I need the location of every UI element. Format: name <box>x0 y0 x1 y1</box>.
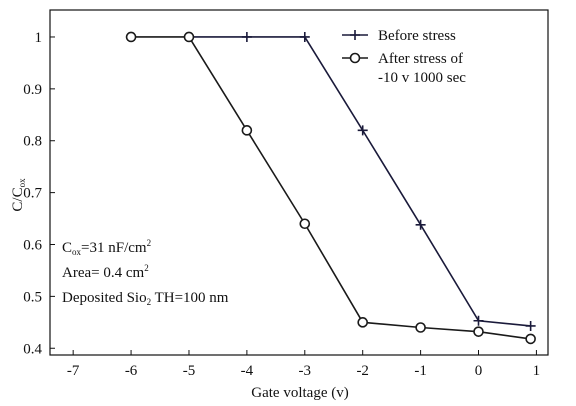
legend-label: Before stress <box>378 28 456 44</box>
annotation-text: =31 nF/cm <box>81 240 147 256</box>
y-tick-label: 0.4 <box>23 341 42 357</box>
series-line <box>131 36 531 340</box>
annotation: Deposited Sio2 TH=100 nm <box>62 290 229 307</box>
annotation-sub: 2 <box>147 297 152 307</box>
point <box>357 125 368 136</box>
legend-text: After stress of <box>378 51 463 67</box>
y-tick-label: 1 <box>35 30 43 46</box>
x-tick-label: -1 <box>414 363 427 379</box>
annotation: Cox=31 nF/cm2 <box>62 238 151 257</box>
y-tick-label: 0.9 <box>23 82 42 98</box>
legend-text: -10 v 1000 sec <box>378 70 466 86</box>
x-axis-label: Gate voltage (v) <box>251 385 348 401</box>
point <box>183 31 195 43</box>
point <box>415 219 426 230</box>
x-tick-label: -2 <box>356 363 369 379</box>
point <box>349 52 361 64</box>
y-axis-label: C/Cox <box>10 178 27 212</box>
point <box>473 315 484 326</box>
point <box>350 30 360 40</box>
x-tick-label: -7 <box>67 363 80 379</box>
annotation-text: C <box>62 240 72 256</box>
point <box>299 31 310 42</box>
legend-text: Before stress <box>378 28 456 44</box>
x-tick-label: 1 <box>533 363 541 379</box>
y-tick-label: 0.6 <box>23 237 42 253</box>
point <box>241 31 252 42</box>
annotation-text: TH=100 nm <box>151 290 229 306</box>
annotation-text: Area= 0.4 cm <box>62 265 145 281</box>
x-tick-label: -3 <box>299 363 312 379</box>
legend-label: After stress of -10 v 1000 sec <box>378 51 466 86</box>
point <box>525 320 536 331</box>
x-tick-label: 0 <box>475 363 483 379</box>
y-tick-label: 0.8 <box>23 134 42 150</box>
y-label-main: C/C <box>10 187 26 211</box>
y-tick-label: 0.5 <box>23 289 42 305</box>
x-tick-label: -5 <box>183 363 196 379</box>
series-line <box>188 36 531 327</box>
point <box>415 322 426 333</box>
annotation-sup: 2 <box>147 238 152 248</box>
y-label-sub: ox <box>17 178 27 188</box>
annotation-sup: 2 <box>144 263 149 273</box>
annotation-text: Deposited Sio <box>62 290 147 306</box>
point <box>299 218 311 230</box>
point <box>525 333 536 345</box>
point <box>357 317 368 328</box>
x-tick-label: -6 <box>125 363 138 379</box>
annotation-sub: ox <box>72 247 82 257</box>
y-tick-label: 0.7 <box>23 186 42 202</box>
point <box>125 31 137 43</box>
x-tick-label: -4 <box>241 363 254 379</box>
point <box>473 326 484 337</box>
point <box>241 125 253 136</box>
plot-frame <box>49 9 549 356</box>
annotation: Area= 0.4 cm2 <box>62 263 149 281</box>
